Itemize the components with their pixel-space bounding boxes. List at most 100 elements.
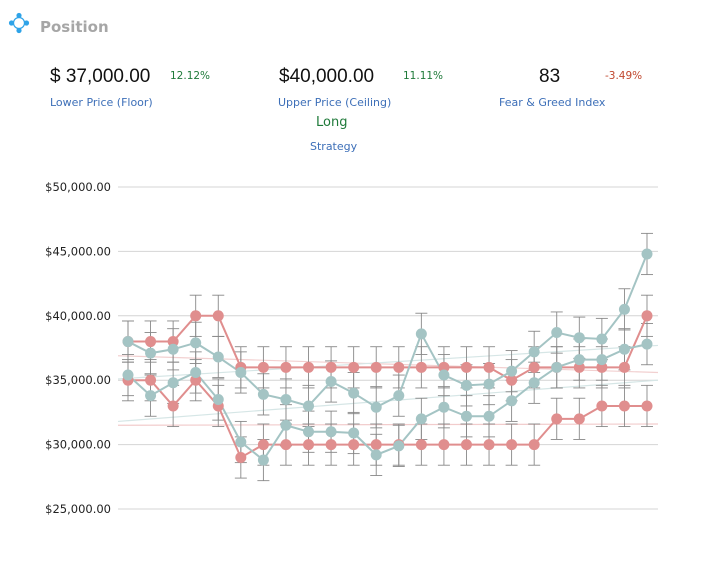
floor-label: Lower Price (Floor) [50, 96, 153, 109]
data-point [506, 365, 518, 377]
data-point [618, 361, 630, 373]
data-point [190, 310, 202, 322]
data-point [596, 400, 608, 412]
data-point [167, 400, 179, 412]
data-point [438, 439, 450, 451]
data-point [438, 401, 450, 413]
data-point [303, 439, 315, 451]
data-point [415, 361, 427, 373]
data-point [506, 395, 518, 407]
trend-line [117, 355, 659, 374]
y-tick-label: $35,000.00 [45, 373, 111, 387]
data-point [167, 377, 179, 389]
y-tick-label: $30,000.00 [45, 438, 111, 452]
data-point [122, 336, 134, 348]
y-tick-label: $50,000.00 [45, 180, 111, 194]
data-point [641, 338, 653, 350]
data-point [596, 333, 608, 345]
data-point [235, 451, 247, 463]
data-point [573, 354, 585, 366]
data-point [145, 347, 157, 359]
data-point [460, 379, 472, 391]
data-point [551, 361, 563, 373]
series-line [128, 314, 648, 382]
data-point [280, 439, 292, 451]
data-point [235, 436, 247, 448]
data-point [122, 369, 134, 381]
data-point [212, 310, 224, 322]
data-point [573, 361, 585, 373]
data-point [528, 346, 540, 358]
trend-line [117, 423, 659, 426]
data-point [506, 374, 518, 386]
data-point [370, 439, 382, 451]
data-point [393, 390, 405, 402]
data-point [460, 439, 472, 451]
trend-line [117, 344, 659, 380]
data-point [257, 388, 269, 400]
ceiling-price-value: $40,000.00 [279, 66, 375, 87]
data-point [303, 400, 315, 412]
fear-greed-label: Fear & Greed Index [499, 96, 606, 109]
data-point [348, 361, 360, 373]
data-point [212, 351, 224, 363]
data-point [596, 361, 608, 373]
data-point [167, 343, 179, 355]
data-point [348, 387, 360, 399]
data-point [618, 303, 630, 315]
data-point [573, 413, 585, 425]
strategy-value: Long [316, 115, 348, 130]
ceiling-change: 11.11% [403, 70, 444, 82]
page-title: Position [40, 18, 109, 36]
fear-greed-change: -3.49% [605, 70, 643, 82]
data-point [393, 361, 405, 373]
data-point [280, 361, 292, 373]
data-point [641, 248, 653, 260]
data-point [145, 390, 157, 402]
data-point [415, 328, 427, 340]
data-point [325, 375, 337, 387]
y-tick-label: $40,000.00 [45, 309, 111, 323]
data-point [303, 361, 315, 373]
y-tick-label: $25,000.00 [45, 502, 111, 516]
data-point [460, 410, 472, 422]
data-point [415, 439, 427, 451]
data-point [348, 427, 360, 439]
data-point [325, 439, 337, 451]
data-point [618, 343, 630, 355]
data-point [190, 374, 202, 386]
floor-change: 12.12% [170, 70, 211, 82]
series-line [128, 378, 647, 459]
y-tick-label: $45,000.00 [45, 244, 111, 258]
data-point [551, 327, 563, 339]
target-dots-icon [8, 12, 30, 34]
data-point [303, 426, 315, 438]
floor-price-value: $ 37,000.00 [50, 66, 151, 87]
ceiling-label: Upper Price (Ceiling) [278, 96, 392, 109]
data-point [506, 439, 518, 451]
data-point [438, 361, 450, 373]
data-point [370, 401, 382, 413]
data-point [483, 378, 495, 390]
data-point [325, 361, 337, 373]
data-point [370, 449, 382, 461]
data-point [235, 366, 247, 378]
data-point [438, 369, 450, 381]
position-header: Position [8, 10, 109, 36]
data-point [483, 361, 495, 373]
data-point [190, 366, 202, 378]
data-point [280, 394, 292, 406]
data-point [528, 377, 540, 389]
data-point [596, 354, 608, 366]
data-point [528, 361, 540, 373]
data-point [393, 440, 405, 452]
data-point [167, 336, 179, 348]
data-point [348, 439, 360, 451]
data-point [641, 310, 653, 322]
data-point [551, 413, 563, 425]
data-point [145, 336, 157, 348]
data-point [618, 400, 630, 412]
data-point [573, 332, 585, 344]
data-point [257, 439, 269, 451]
